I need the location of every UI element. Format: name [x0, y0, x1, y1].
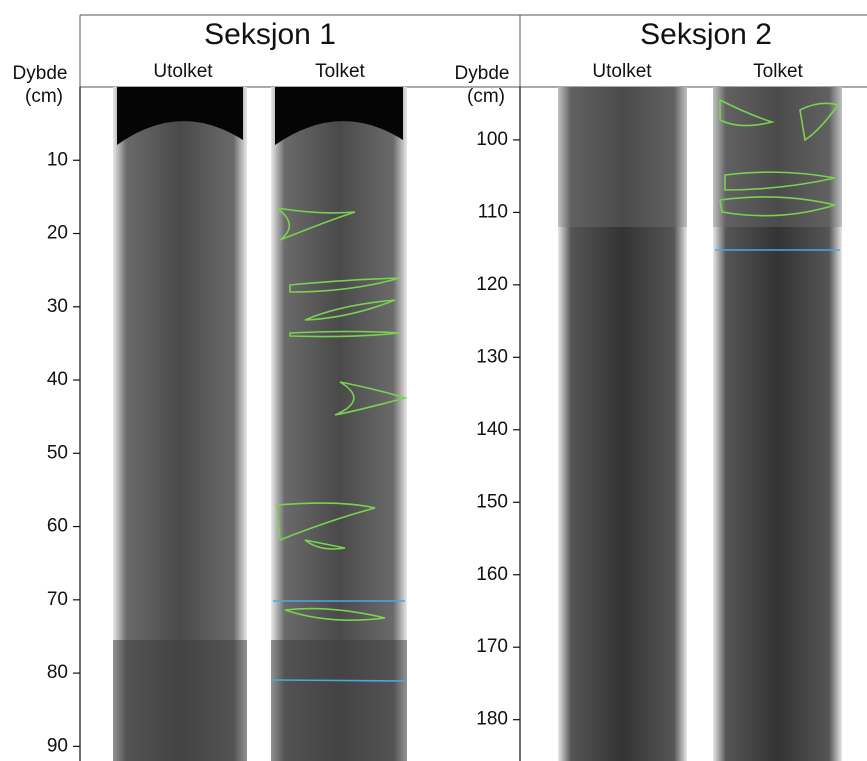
tick-label: 60: [47, 516, 68, 537]
tick-label: 180: [476, 709, 508, 730]
tick-label: 130: [476, 346, 508, 367]
column-label: Utolket: [153, 61, 213, 82]
tick-label: 170: [476, 636, 508, 657]
tick-label: 100: [476, 129, 508, 150]
tick-label: 80: [47, 662, 68, 683]
tick-label: 40: [47, 369, 68, 390]
column-label: Tolket: [315, 61, 365, 82]
boundary-lines: [272, 249, 840, 682]
section-title: Seksjon 1: [204, 18, 336, 51]
tick-label: 120: [476, 274, 508, 295]
tick-label: 10: [47, 149, 68, 170]
section-title: Seksjon 2: [640, 18, 772, 51]
tick-label: 140: [476, 419, 508, 440]
axis-unit: (cm): [25, 86, 63, 107]
core-images: [113, 87, 842, 761]
axis-label: Dybde: [455, 63, 510, 84]
tick-label: 50: [47, 442, 68, 463]
column-label: Utolket: [592, 61, 652, 82]
tick-label: 160: [476, 564, 508, 585]
tick-label: 110: [478, 201, 508, 222]
tick-label: 70: [47, 589, 68, 610]
column-label: Tolket: [753, 61, 803, 82]
tick-label: 90: [47, 735, 68, 756]
axis-unit: (cm): [467, 86, 505, 107]
tick-label: 30: [47, 296, 68, 317]
axis-label: Dybde: [13, 63, 68, 84]
interpretation-outlines: [276, 98, 840, 621]
tick-label: 20: [47, 223, 68, 244]
tick-label: 150: [476, 491, 508, 512]
